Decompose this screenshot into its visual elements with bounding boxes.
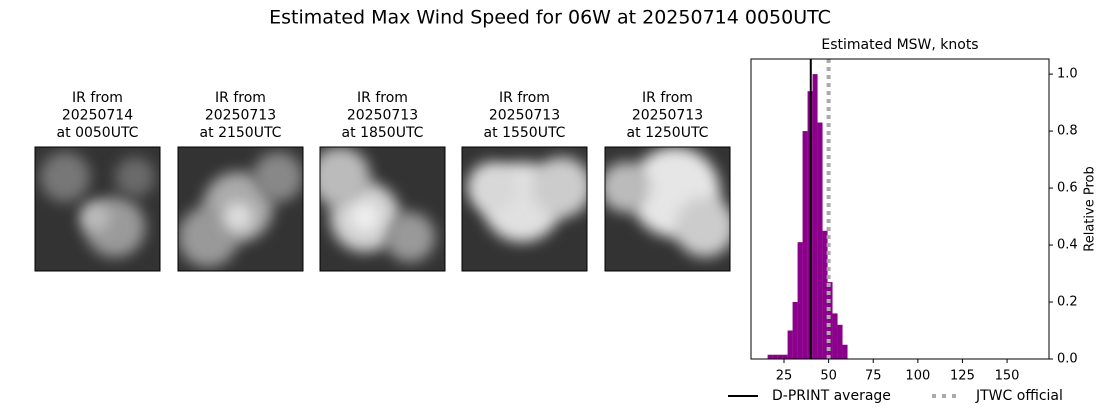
y-tick-label: 1.0	[1057, 67, 1078, 82]
y-tick-label: 0.4	[1057, 238, 1078, 253]
ir-panel	[461, 146, 588, 272]
ir-image	[35, 147, 160, 271]
ir-image	[320, 147, 445, 271]
histogram-bar	[822, 230, 828, 359]
histogram-bar	[842, 344, 848, 359]
cloud	[605, 162, 650, 212]
histogram-bar	[827, 282, 833, 359]
panel-label: IR from	[215, 90, 266, 106]
ir-image	[462, 147, 587, 271]
legend-label: JTWC official	[975, 388, 1063, 404]
histogram-bar	[777, 354, 783, 359]
panel-label: IR from	[499, 90, 550, 106]
ir-panel	[319, 146, 446, 272]
histogram-bar	[837, 324, 843, 359]
panel-label: at 0050UTC	[57, 125, 139, 141]
x-tick-label: 75	[865, 369, 882, 384]
panel-label: at 1550UTC	[484, 125, 566, 141]
histogram-bar	[802, 131, 808, 359]
cloud	[532, 157, 587, 217]
panel-frame	[34, 146, 161, 272]
cloud	[178, 207, 238, 267]
x-tick-label: 100	[905, 369, 930, 384]
panel-label: at 1250UTC	[627, 125, 709, 141]
x-tick-label: 150	[995, 369, 1020, 384]
x-tick-label: 50	[820, 369, 837, 384]
y-tick-label: 0.8	[1057, 124, 1078, 139]
cloud	[675, 197, 730, 257]
panel-label: IR from	[642, 90, 693, 106]
histogram-bar	[797, 242, 803, 359]
y-tick-label: 0.2	[1057, 295, 1078, 310]
cloud	[350, 202, 380, 232]
y-tick-label: 0.6	[1057, 181, 1078, 196]
ir-image	[178, 147, 303, 271]
y-axis-label: Relative Prob	[1083, 166, 1098, 251]
panel-label: 20250713	[347, 108, 418, 124]
cloud	[385, 212, 435, 262]
panel-label: at 1850UTC	[342, 125, 424, 141]
cloud	[115, 157, 155, 197]
histogram-bar	[817, 122, 823, 359]
ir-panel	[604, 146, 731, 272]
panel-frame	[604, 146, 731, 272]
histogram-bar	[812, 74, 818, 359]
y-tick-label: 0.0	[1057, 352, 1078, 367]
histogram-bar	[767, 354, 773, 359]
ir-image	[605, 147, 730, 271]
panel-frame	[319, 146, 446, 272]
cloud	[320, 147, 370, 207]
panel-frame	[461, 146, 588, 272]
panel-label: IR from	[72, 90, 123, 106]
figure-title: Estimated Max Wind Speed for 06W at 2025…	[269, 7, 831, 29]
ir-panel	[34, 146, 161, 272]
panel-label: 20250714	[62, 108, 133, 124]
histogram-bar	[772, 354, 778, 359]
cloud	[40, 152, 90, 202]
histogram-bar	[782, 354, 788, 359]
x-tick-label: 125	[950, 369, 975, 384]
panel-label: 20250713	[489, 108, 560, 124]
cloud	[253, 152, 303, 202]
legend-label: D-PRINT average	[772, 388, 891, 404]
histogram-bar	[832, 313, 838, 359]
cloud	[80, 202, 110, 232]
x-tick-label: 25	[776, 369, 793, 384]
panel-label: 20250713	[205, 108, 276, 124]
panel-label: IR from	[357, 90, 408, 106]
plot-frame	[750, 58, 1050, 360]
cloud	[223, 202, 253, 232]
panel-frame	[177, 146, 304, 272]
panel-label: at 2150UTC	[200, 125, 282, 141]
ir-panel	[177, 146, 304, 272]
histogram-bar	[787, 330, 793, 359]
histogram-bar	[792, 302, 798, 359]
panel-label: 20250713	[632, 108, 703, 124]
cloud	[467, 162, 517, 212]
chart-title: Estimated MSW, knots	[821, 37, 978, 53]
